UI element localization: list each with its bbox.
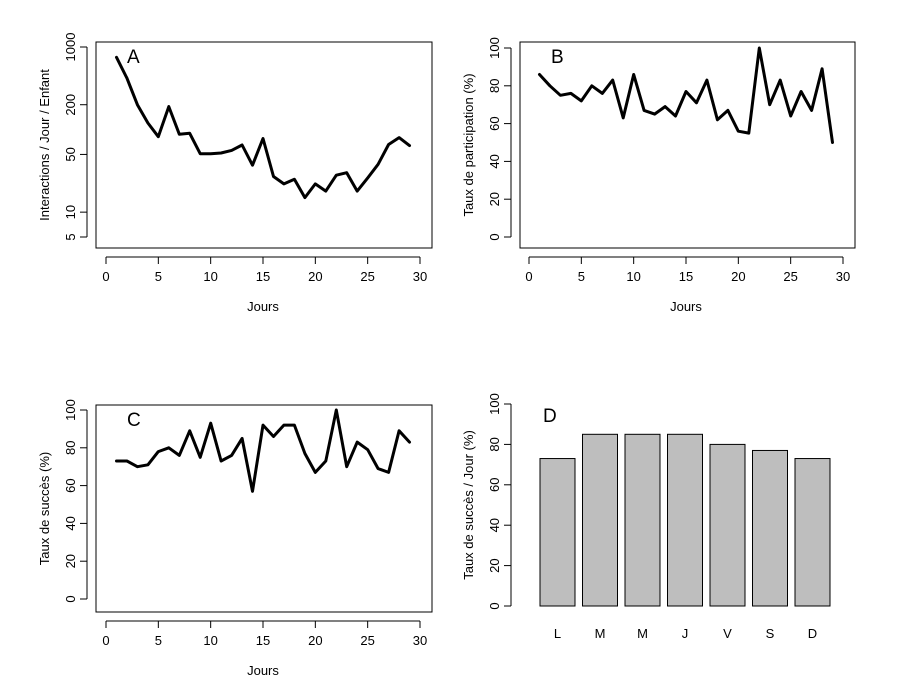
x-tick-label: 30 [413, 269, 427, 284]
panel-label: A [127, 47, 140, 68]
bar [582, 433, 618, 607]
y-tick-label: 50 [63, 147, 78, 161]
y-axis-label: Interactions / Jour / Enfant [37, 69, 52, 221]
bar [539, 458, 576, 607]
y-tick-label: 1000 [63, 33, 78, 62]
y-tick-label: 60 [487, 116, 502, 130]
x-tick-label: 0 [102, 269, 109, 284]
panel-b: 0 5 10 15 20 25 30 0 20 40 60 80 100 Jours Taux de par… [461, 37, 856, 314]
plot-frame [95, 404, 433, 613]
bar [752, 449, 788, 607]
y-axis-label: Taux de succès / Jour (%) [461, 430, 476, 580]
bar [794, 458, 831, 607]
data-series-line [115, 55, 411, 200]
y-tick-label: 40 [487, 154, 502, 168]
x-tick-label: 25 [360, 633, 374, 648]
bar [624, 433, 661, 607]
x-tick-label: 30 [836, 269, 850, 284]
y-tick-label: 100 [487, 393, 502, 415]
x-axis-label: Jours [247, 663, 279, 678]
x-tick-label: 30 [413, 633, 427, 648]
x-tick-label: 5 [155, 633, 162, 648]
x-tick-label: 15 [256, 633, 270, 648]
x-tick-label: 15 [679, 269, 693, 284]
y-tick-label: 20 [487, 558, 502, 572]
x-tick-label: 10 [203, 269, 217, 284]
data-series-line [115, 408, 411, 493]
x-tick-label: 10 [203, 633, 217, 648]
category-label: L [554, 626, 561, 641]
y-tick-label: 0 [487, 602, 502, 609]
x-tick-label: 20 [308, 633, 322, 648]
y-tick-label: 200 [63, 94, 78, 116]
y-tick-label: 80 [487, 437, 502, 451]
x-tick-label: 25 [360, 269, 374, 284]
panel-a: 0 5 10 15 20 25 30 5 10 50 200 1000 Jours Interaction… [37, 33, 433, 314]
y-tick-label: 10 [63, 205, 78, 219]
category-label: D [808, 626, 817, 641]
x-tick-label: 20 [731, 269, 745, 284]
y-tick-label: 80 [63, 441, 78, 455]
y-axis-label: Taux de participation (%) [461, 73, 476, 216]
y-tick-label: 80 [487, 79, 502, 93]
y-tick-label: 0 [63, 595, 78, 602]
x-tick-label: 0 [525, 269, 532, 284]
plot-frame [519, 41, 856, 249]
y-tick-label: 0 [487, 233, 502, 240]
y-tick-label: 20 [487, 192, 502, 206]
panel-c: 0 5 10 15 20 25 30 0 20 40 60 80 100 Jours Taux de suc… [37, 399, 433, 678]
y-tick-label: 100 [63, 399, 78, 421]
category-label: M [637, 626, 648, 641]
y-tick-label: 5 [63, 233, 78, 240]
x-tick-label: 5 [578, 269, 585, 284]
x-tick-label: 15 [256, 269, 270, 284]
y-tick-label: 100 [487, 37, 502, 59]
category-label: J [682, 626, 689, 641]
y-tick-label: 40 [63, 516, 78, 530]
x-tick-label: 5 [155, 269, 162, 284]
category-label: S [766, 626, 775, 641]
y-tick-label: 60 [63, 478, 78, 492]
x-tick-label: 10 [626, 269, 640, 284]
panel-label: B [551, 47, 564, 68]
y-tick-label: 20 [63, 554, 78, 568]
plot-frame [95, 41, 433, 249]
x-tick-label: 25 [783, 269, 797, 284]
category-label: V [723, 626, 732, 641]
bar [709, 443, 746, 607]
panel-label: D [543, 406, 557, 427]
y-tick-label: 40 [487, 518, 502, 532]
x-axis-label: Jours [670, 299, 702, 314]
x-tick-label: 0 [102, 633, 109, 648]
y-axis-label: Taux de succès (%) [37, 452, 52, 565]
category-label: M [595, 626, 606, 641]
data-series-line [538, 46, 834, 144]
panel-label: C [127, 410, 141, 431]
panel-d: 0 20 40 60 80 100 Taux de succès / Jour (%) L M M… [461, 393, 831, 641]
x-tick-label: 20 [308, 269, 322, 284]
y-tick-label: 60 [487, 478, 502, 492]
bar [667, 433, 703, 607]
x-axis-label: Jours [247, 299, 279, 314]
